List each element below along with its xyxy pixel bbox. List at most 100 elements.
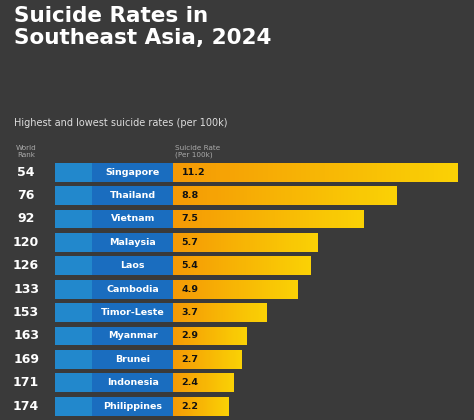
Bar [260,280,263,299]
Bar [424,163,429,181]
Bar [186,210,189,228]
Text: 2.9: 2.9 [182,331,199,341]
Bar [285,186,289,205]
Bar [270,186,274,205]
Bar [223,327,225,345]
Bar [226,327,228,345]
Bar [201,373,202,392]
Bar [252,210,256,228]
Text: 120: 120 [13,236,39,249]
Bar [218,397,219,415]
Bar [258,163,264,181]
Bar [181,303,183,322]
Bar [185,303,188,322]
Bar [251,256,254,275]
Bar [202,373,204,392]
Text: 153: 153 [13,306,39,319]
Bar [226,397,228,415]
Bar [213,373,214,392]
Bar [190,233,193,252]
Bar [206,303,208,322]
Text: Cambodia: Cambodia [106,285,159,294]
Bar [191,327,193,345]
Bar [92,350,173,369]
Bar [285,280,288,299]
Bar [186,397,187,415]
Bar [195,397,197,415]
Bar [231,327,232,345]
Bar [385,186,390,205]
Bar [188,397,189,415]
Bar [240,186,244,205]
Bar [178,373,180,392]
Bar [278,210,282,228]
Bar [192,373,194,392]
Bar [293,280,296,299]
Bar [204,373,206,392]
Bar [293,233,297,252]
Text: Myanmar: Myanmar [108,331,157,341]
Bar [255,186,259,205]
Bar [182,373,183,392]
Bar [236,327,237,345]
Bar [179,327,181,345]
Bar [267,256,269,275]
Text: 76: 76 [18,189,35,202]
Bar [221,327,223,345]
Bar [200,280,202,299]
Bar [187,256,190,275]
Bar [220,210,224,228]
Bar [210,397,211,415]
Bar [277,186,282,205]
Bar [200,397,201,415]
Bar [201,327,203,345]
Bar [237,350,238,369]
Bar [182,350,184,369]
Bar [199,350,201,369]
Bar [200,233,202,252]
Text: 8.8: 8.8 [182,191,199,200]
Bar [208,210,211,228]
Text: 126: 126 [13,259,39,272]
Bar [239,350,241,369]
Bar [315,233,318,252]
Bar [173,186,177,205]
Bar [246,327,247,345]
Bar [201,163,207,181]
Bar [238,233,241,252]
Bar [217,303,219,322]
Text: Brunei: Brunei [115,355,150,364]
Bar [263,163,268,181]
Bar [237,186,240,205]
Bar [318,186,322,205]
Bar [178,163,183,181]
Bar [218,210,221,228]
Bar [189,327,191,345]
Bar [283,256,285,275]
Bar [378,186,382,205]
Bar [174,373,175,392]
Bar [210,327,211,345]
Bar [174,397,175,415]
Bar [191,186,196,205]
Bar [219,280,221,299]
Bar [206,280,209,299]
Bar [207,233,210,252]
Bar [183,397,185,415]
Bar [230,163,235,181]
Bar [189,373,191,392]
Bar [240,327,242,345]
Bar [297,210,301,228]
Bar [224,350,226,369]
Bar [221,397,223,415]
Bar [255,210,259,228]
Bar [272,210,275,228]
Bar [92,303,173,322]
Bar [227,210,231,228]
Bar [187,373,189,392]
Bar [339,163,344,181]
Bar [208,303,210,322]
Bar [217,373,218,392]
Bar [255,303,256,322]
Bar [308,256,310,275]
